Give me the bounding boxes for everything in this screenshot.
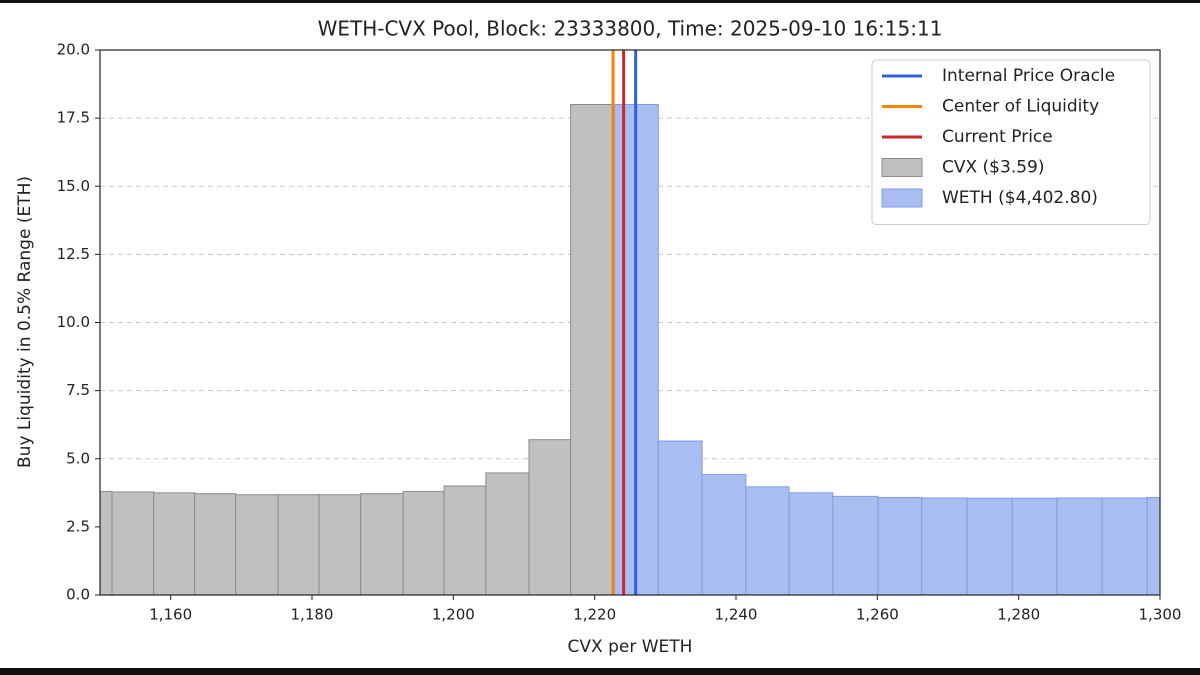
- bar: [701, 474, 747, 595]
- bar: [745, 486, 790, 595]
- legend-label: WETH ($4,402.80): [942, 188, 1098, 208]
- bar: [235, 494, 279, 595]
- chart-title: WETH-CVX Pool, Block: 23333800, Time: 20…: [318, 17, 943, 41]
- bars: [100, 104, 1160, 595]
- bar: [921, 497, 968, 595]
- legend-box: [871, 59, 1151, 225]
- y-tick-label: 7.5: [66, 381, 90, 399]
- bar: [832, 495, 879, 595]
- legend-swatch: [881, 188, 923, 208]
- bar: [443, 485, 487, 595]
- legend-swatch: [881, 158, 923, 177]
- y-axis-label: Buy Liquidity in 0.5% Range (ETH): [15, 176, 35, 468]
- x-tick-label: 1,160: [149, 606, 192, 624]
- bar: [788, 492, 834, 595]
- y-tick-label: 2.5: [66, 517, 90, 535]
- bar: [111, 491, 155, 595]
- bar: [877, 496, 923, 595]
- bar: [402, 490, 445, 595]
- legend-label: CVX ($3.59): [942, 158, 1044, 178]
- legend: Internal Price Oracle Center of Liquidity…: [871, 59, 1151, 225]
- x-axis-label: CVX per WETH: [568, 637, 693, 657]
- bar: [318, 494, 362, 595]
- x-tick-label: 1,280: [997, 606, 1040, 624]
- bar: [1056, 497, 1103, 595]
- bar: [153, 492, 196, 595]
- x-tick-label: 1,300: [1139, 606, 1182, 624]
- frame-bottom: [0, 668, 1200, 675]
- x-tick-label: 1,240: [715, 606, 758, 624]
- bar: [528, 439, 572, 595]
- bar: [1101, 497, 1148, 595]
- bar: [1146, 496, 1160, 595]
- x-tick-label: 1,220: [573, 606, 616, 624]
- legend-label: Center of Liquidity: [942, 97, 1099, 117]
- reference-lines: [611, 50, 638, 595]
- frame-top: [0, 0, 1200, 3]
- bar: [485, 472, 530, 595]
- legend-label: Internal Price Oracle: [942, 66, 1115, 86]
- bar: [100, 490, 113, 595]
- bar: [1011, 497, 1058, 595]
- y-tick-label: 20.0: [57, 41, 90, 59]
- y-tick-label: 0.0: [66, 586, 90, 604]
- y-tick-label: 17.5: [57, 109, 90, 127]
- bar: [966, 497, 1013, 595]
- x-tick-label: 1,180: [291, 606, 334, 624]
- bar: [277, 494, 320, 595]
- y-tick-label: 10.0: [57, 313, 90, 331]
- axes: 0.0 2.5 5.0 7.5 10.0 12.5 15.0 17.5 20.0 1,160 1,1…: [57, 41, 1182, 624]
- y-tick-label: 15.0: [57, 177, 90, 195]
- x-tick-label: 1,200: [432, 606, 475, 624]
- bar: [657, 440, 703, 595]
- y-tick-label: 12.5: [57, 245, 90, 263]
- y-tick-label: 5.0: [66, 449, 90, 467]
- bar: [360, 493, 404, 595]
- bar: [194, 493, 237, 595]
- bar: [570, 104, 615, 595]
- x-tick-label: 1,260: [856, 606, 899, 624]
- legend-label: Current Price: [942, 127, 1053, 147]
